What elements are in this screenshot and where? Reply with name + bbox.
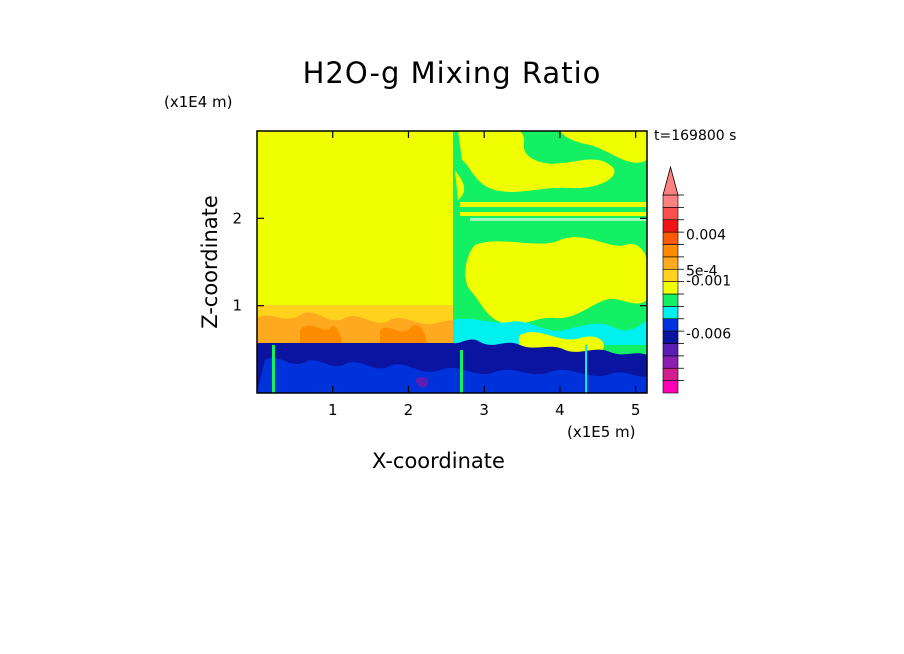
colorbar-label: -0.006 — [686, 327, 731, 343]
plot-frame — [256, 130, 648, 394]
x-tick-label: 5 — [631, 401, 641, 419]
colorbar-swatch — [662, 281, 679, 295]
x-tick-label: 3 — [479, 401, 489, 419]
x-tick-label: 4 — [555, 401, 565, 419]
colorbar-swatch — [662, 318, 679, 332]
colorbar-extend-arrow — [662, 165, 679, 196]
colorbar-swatch — [662, 293, 679, 307]
colorbar-label: 0.004 — [686, 228, 726, 244]
x-scale-label: (x1E5 m) — [567, 423, 636, 441]
colorbar-label: 5e-4 — [686, 263, 718, 279]
field-region — [272, 345, 275, 393]
field-region — [560, 131, 647, 163]
x-tick-label: 2 — [404, 401, 414, 419]
chart-title: H2O-g Mixing Ratio — [302, 56, 602, 90]
colorbar-swatch — [662, 231, 679, 245]
colorbar-swatch — [662, 207, 679, 221]
y-axis-ticks: 12 — [232, 209, 647, 315]
time-annotation: t=169800 s — [654, 128, 737, 144]
x-axis-ticks: 1 2 3 4 5 — [328, 131, 640, 419]
y-tick-label: 1 — [232, 297, 242, 315]
field-region — [458, 131, 615, 192]
field-region — [585, 345, 587, 393]
colorbar-swatch — [662, 355, 679, 369]
field-region — [460, 202, 647, 207]
colorbar-label: -0.001 — [686, 273, 731, 289]
y-tick-label: 2 — [232, 209, 242, 227]
colorbar-swatch — [662, 268, 679, 282]
colorbar — [662, 165, 684, 394]
field-region — [470, 218, 647, 221]
field-region — [460, 350, 463, 393]
y-scale-label: (x1E4 m) — [164, 93, 233, 111]
field-layer — [257, 339, 647, 393]
colorbar-swatch — [662, 380, 679, 394]
field-region — [257, 357, 647, 393]
field-layer — [257, 305, 453, 345]
field-region — [380, 325, 427, 345]
colorbar-swatch — [662, 219, 679, 233]
colorbar-swatch — [662, 330, 679, 344]
field-region — [455, 170, 465, 200]
colorbar-swatch — [662, 256, 679, 270]
field-region — [460, 212, 647, 216]
field-region — [465, 237, 647, 325]
x-tick-label: 1 — [328, 401, 338, 419]
field-region — [415, 377, 429, 388]
colorbar-swatch — [662, 306, 679, 320]
x-axis-label: X-coordinate — [372, 449, 505, 473]
colorbar-swatch — [662, 343, 679, 357]
field-region — [300, 325, 342, 345]
colorbar-swatch — [662, 244, 679, 258]
colorbar-swatch — [662, 194, 679, 208]
colorbar-swatch — [662, 367, 679, 381]
